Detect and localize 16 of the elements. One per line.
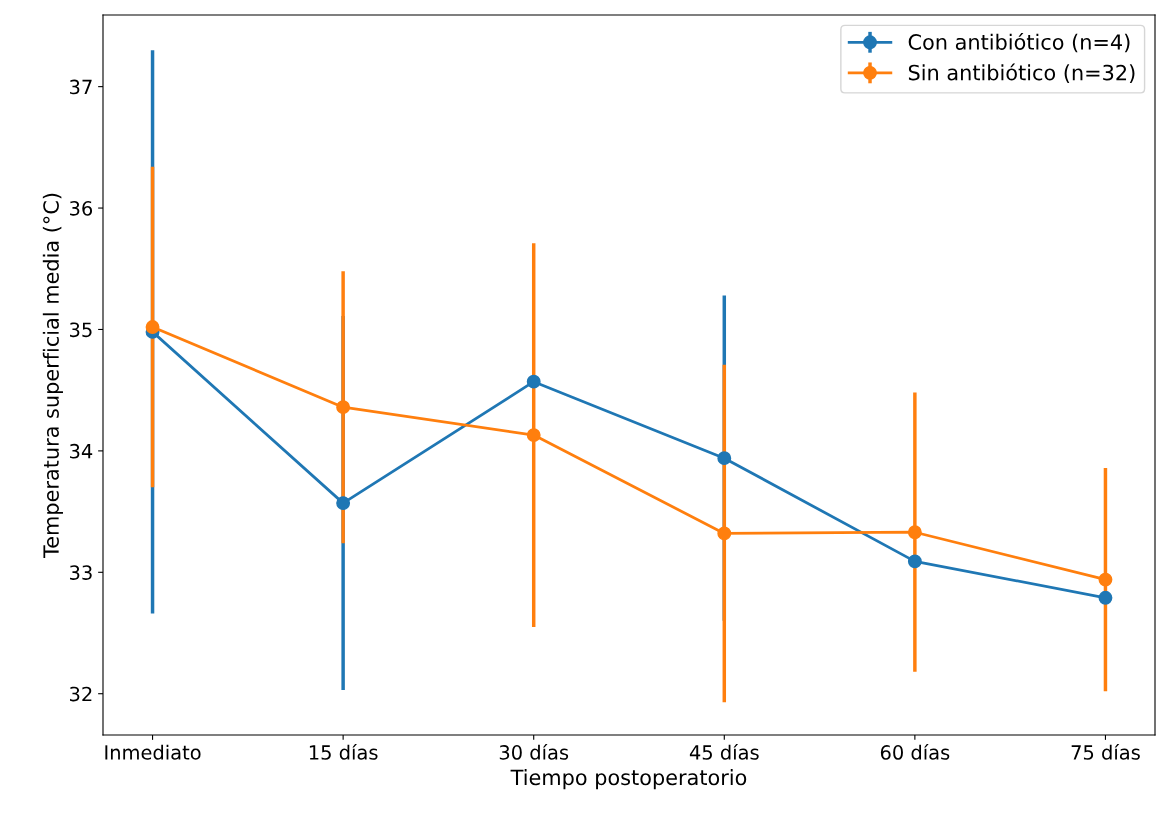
x-tick-label: 60 días bbox=[880, 743, 950, 760]
legend-label: Con antibiótico (n=4) bbox=[908, 32, 1130, 53]
legend-label: Sin antibiótico (n=32) bbox=[908, 63, 1135, 83]
y-tick-label: 33 bbox=[70, 565, 92, 580]
y-tick-label: 34 bbox=[70, 443, 93, 459]
x-tick-label: 30 días bbox=[499, 743, 569, 760]
x-tick-label: 45 días bbox=[689, 743, 759, 760]
y-tick-label: 32 bbox=[70, 686, 92, 702]
y-axis-title: Temperatura superficial media (°C) bbox=[42, 193, 63, 559]
y-tick-label: 36 bbox=[70, 201, 93, 216]
x-tick-label: 15 días bbox=[309, 743, 378, 760]
x-tick-label: Inmediato bbox=[105, 744, 201, 760]
y-tick-label: 35 bbox=[70, 322, 92, 338]
x-axis-title: Tiempo postoperatorio bbox=[510, 769, 747, 790]
x-tick-label: 75 días bbox=[1071, 743, 1140, 760]
y-tick-label: 37 bbox=[70, 79, 92, 95]
